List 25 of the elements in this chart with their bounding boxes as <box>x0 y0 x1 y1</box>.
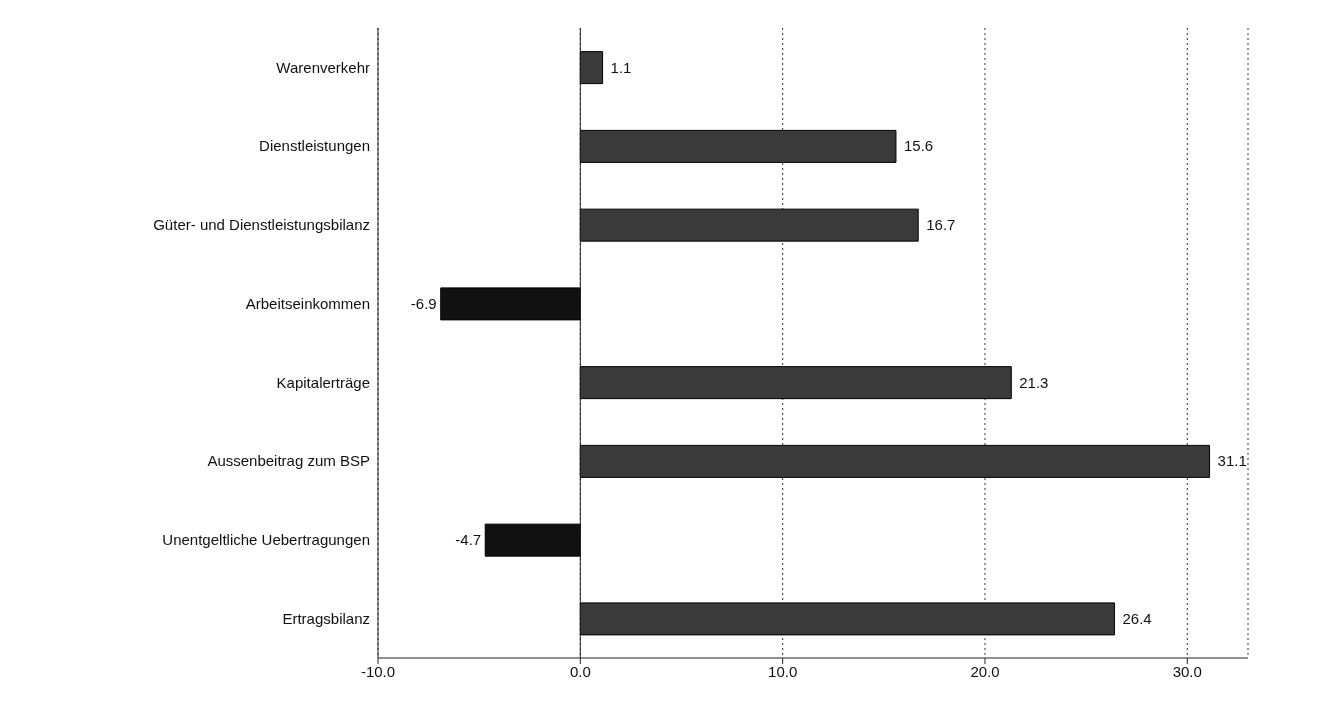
data-label: 1.1 <box>610 58 632 76</box>
data-label: 31.1 <box>1217 452 1247 470</box>
bar <box>484 523 581 557</box>
y-tick-label: Aussenbeitrag zum BSP <box>207 452 370 470</box>
bar <box>440 287 581 321</box>
data-label: -6.9 <box>410 294 437 312</box>
x-tick-label: -10.0 <box>360 662 396 680</box>
data-label: 16.7 <box>926 216 956 234</box>
x-tick-label: 20.0 <box>970 662 1000 680</box>
x-tick-label: 0.0 <box>569 662 591 680</box>
bar <box>579 602 1115 636</box>
data-label: 26.4 <box>1122 609 1152 627</box>
y-tick-label: Güter- und Dienstleistungsbilanz <box>153 216 370 234</box>
data-label: 21.3 <box>1019 373 1049 391</box>
bar <box>579 51 604 85</box>
x-tick-label: 10.0 <box>768 662 798 680</box>
y-tick-label: Warenverkehr <box>276 58 370 76</box>
x-tick-label: 30.0 <box>1172 662 1202 680</box>
data-label: -4.7 <box>455 531 482 549</box>
y-tick-label: Kapitalerträge <box>276 373 370 391</box>
data-label: 15.6 <box>903 137 934 155</box>
y-tick-label: Arbeitseinkommen <box>245 294 370 312</box>
y-tick-label: Ertragsbilanz <box>282 609 370 627</box>
y-tick-label: Dienstleistungen <box>259 137 370 155</box>
y-tick-label: Unentgeltliche Uebertragungen <box>162 531 370 549</box>
